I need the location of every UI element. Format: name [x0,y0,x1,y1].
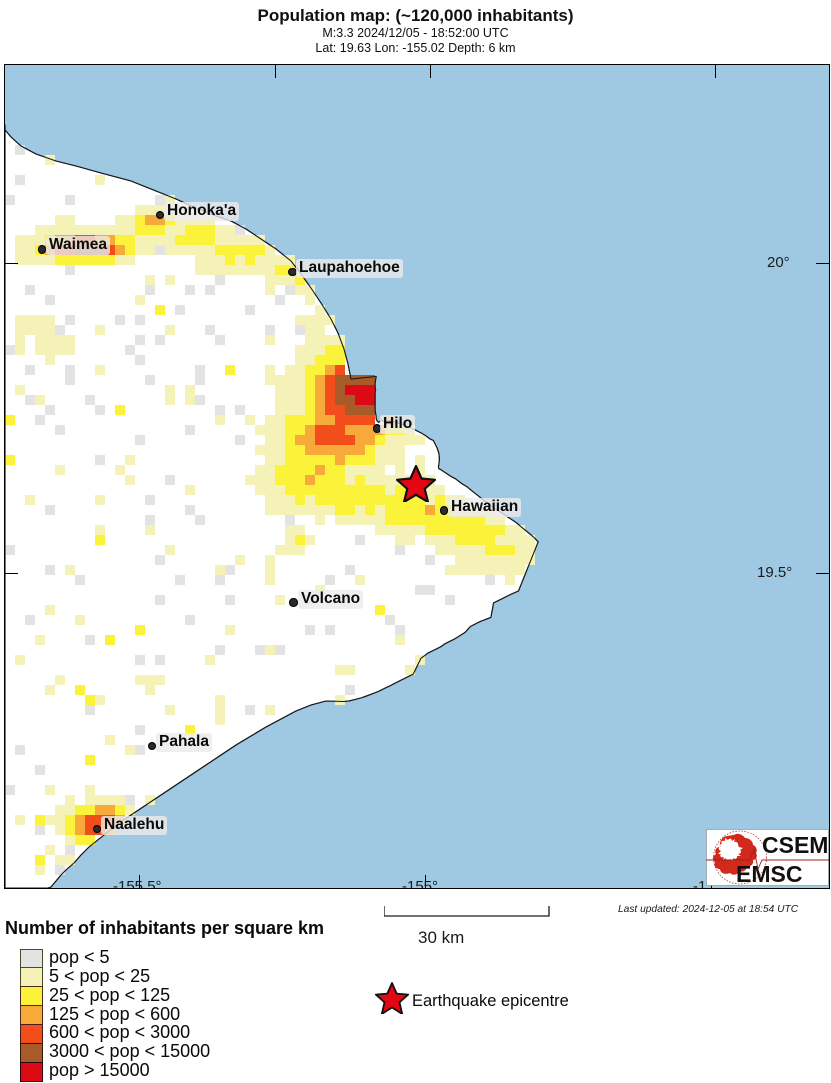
svg-text:EMSC: EMSC [736,861,802,886]
svg-text:CSEM: CSEM [762,832,828,858]
